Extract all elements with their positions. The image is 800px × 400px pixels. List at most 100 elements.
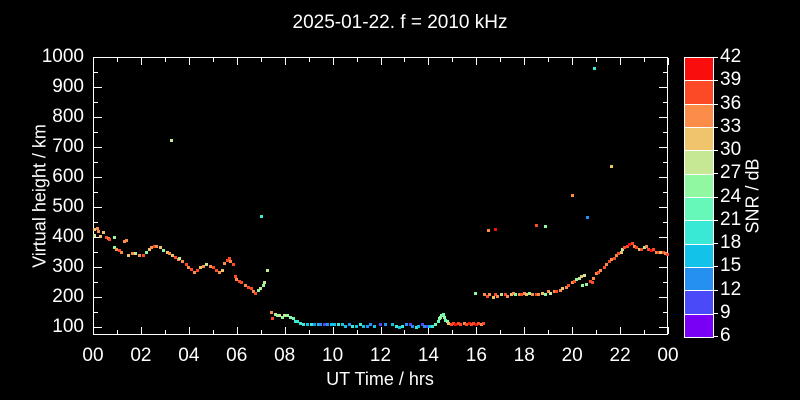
y-tick	[94, 176, 102, 178]
y-tick	[94, 251, 98, 253]
data-point	[443, 315, 447, 319]
x-tick	[380, 58, 382, 65]
data-point	[445, 320, 449, 324]
data-point	[614, 254, 618, 258]
colorbar-segment	[685, 127, 713, 152]
data-point	[275, 314, 279, 318]
data-point	[659, 250, 663, 254]
colorbar-tick	[714, 266, 718, 268]
x-tick-label: 00	[657, 345, 679, 366]
x-tick	[236, 327, 238, 334]
colorbar-tick-label: 30	[720, 139, 742, 160]
data-point	[193, 270, 197, 274]
data-point	[558, 288, 562, 292]
data-point	[92, 234, 96, 238]
y-tick	[659, 206, 667, 208]
y-tick	[94, 131, 98, 133]
data-point	[452, 321, 456, 325]
x-tick	[93, 58, 94, 65]
data-point	[212, 266, 216, 270]
data-point	[534, 293, 538, 297]
x-tick	[668, 327, 669, 334]
colorbar-tick	[714, 312, 718, 314]
colorbar-tick-label: 27	[720, 162, 742, 184]
data-point	[465, 322, 469, 326]
colorbar-segment	[685, 174, 713, 198]
data-point	[617, 252, 621, 256]
data-point	[106, 237, 110, 241]
x-tick	[188, 58, 190, 65]
data-point	[430, 325, 434, 329]
data-point	[485, 294, 489, 298]
data-point	[644, 245, 648, 249]
data-point	[597, 270, 601, 274]
data-point	[581, 284, 585, 288]
x-tick	[212, 58, 214, 62]
data-point	[240, 281, 244, 285]
data-point	[544, 224, 548, 228]
data-point	[398, 326, 402, 330]
data-point	[313, 323, 317, 327]
colorbar-tick-label: 33	[720, 115, 742, 137]
y-tick-label: 300	[52, 255, 84, 277]
data-point	[231, 263, 235, 267]
x-tick	[188, 327, 190, 334]
data-point	[477, 321, 481, 325]
data-point	[298, 321, 302, 325]
data-point	[162, 249, 166, 253]
x-tick	[284, 327, 286, 334]
data-point	[259, 286, 263, 290]
data-point	[280, 315, 284, 319]
data-point	[181, 260, 185, 264]
data-point	[184, 263, 188, 267]
x-tick	[500, 330, 502, 334]
data-point	[305, 323, 309, 327]
data-point	[125, 238, 129, 242]
data-point	[165, 251, 169, 255]
data-point	[664, 252, 668, 256]
x-tick	[308, 330, 310, 334]
y-tick	[663, 251, 667, 253]
data-point	[491, 295, 495, 299]
colorbar-segment	[685, 197, 713, 222]
x-tick	[452, 58, 454, 62]
data-point	[414, 326, 418, 330]
data-point	[319, 323, 323, 327]
data-point	[223, 261, 227, 265]
data-point	[527, 291, 531, 295]
x-axis-label: UT Time / hrs	[326, 369, 434, 389]
data-point	[522, 291, 526, 295]
data-point	[640, 247, 644, 251]
colorbar-tick	[714, 243, 718, 244]
x-tick-label: 22	[609, 345, 631, 366]
x-tick	[140, 327, 142, 334]
data-point	[599, 268, 603, 272]
data-point	[127, 254, 131, 258]
data-point	[525, 292, 529, 296]
y-tick	[659, 326, 667, 328]
data-point	[112, 246, 116, 250]
y-tick	[94, 86, 102, 88]
data-point	[479, 322, 483, 326]
data-point	[273, 312, 277, 316]
data-point	[234, 275, 238, 279]
x-tick	[524, 58, 526, 65]
x-tick	[404, 330, 406, 334]
data-point	[470, 322, 474, 326]
data-point	[218, 270, 222, 274]
data-point	[459, 322, 463, 326]
x-tick	[260, 58, 262, 62]
data-point	[168, 252, 172, 256]
data-point	[437, 317, 441, 321]
data-point	[612, 256, 616, 260]
x-tick	[380, 327, 382, 334]
data-point	[235, 277, 239, 281]
y-tick	[94, 191, 98, 193]
data-point	[425, 325, 429, 329]
x-tick	[140, 58, 142, 65]
y-tick	[94, 146, 102, 148]
y-tick	[94, 206, 102, 208]
data-point	[436, 320, 440, 324]
x-tick	[164, 330, 166, 334]
y-tick	[663, 131, 667, 133]
